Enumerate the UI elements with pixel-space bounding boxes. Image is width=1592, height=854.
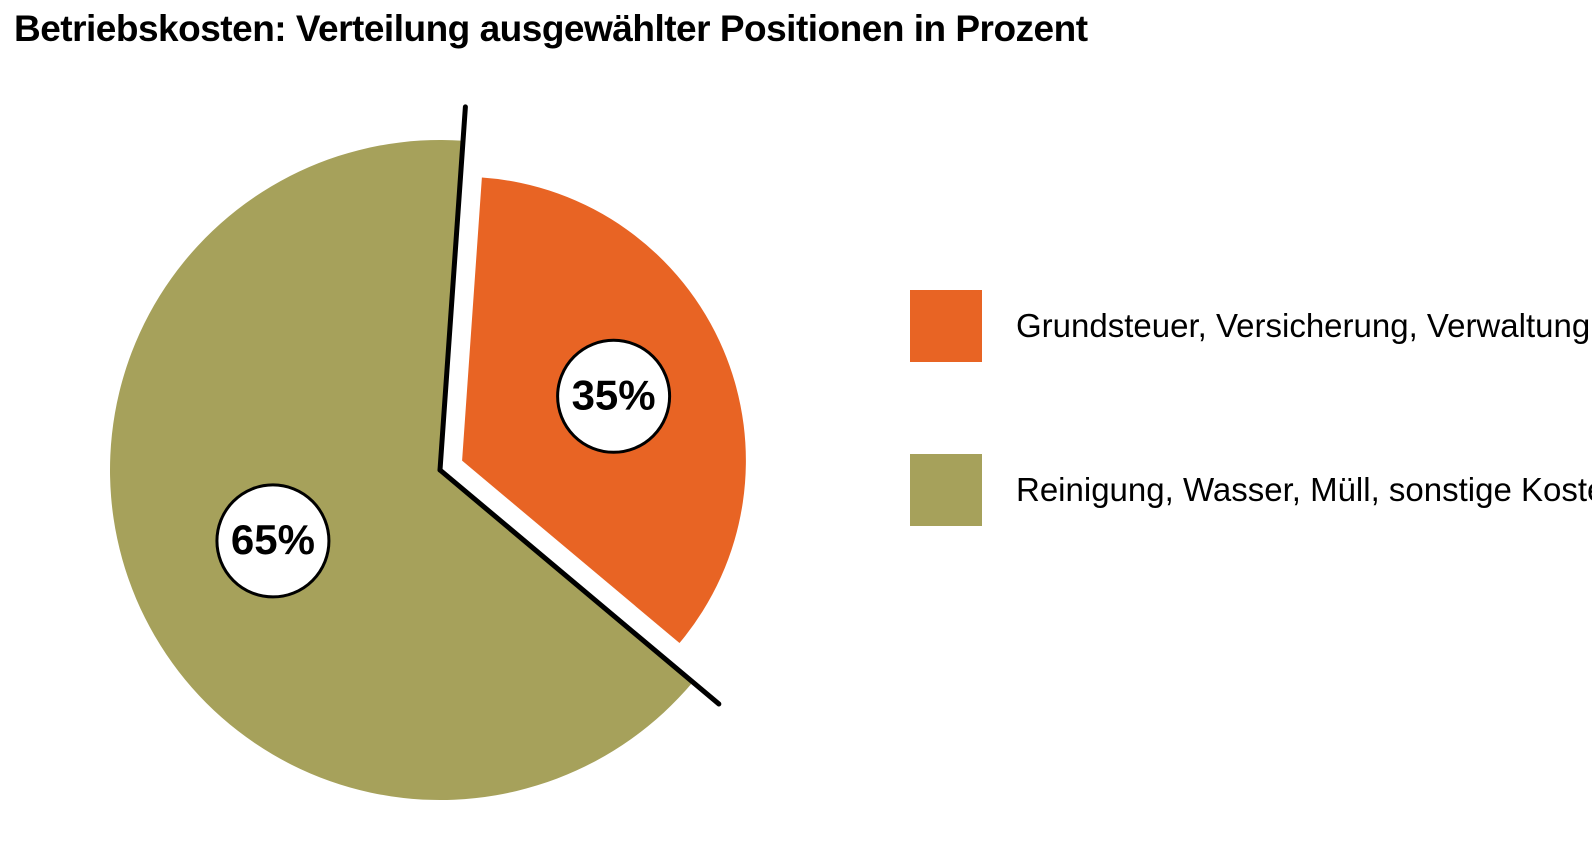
legend-item-a: Grundsteuer, Versicherung, Verwaltung xyxy=(910,290,1592,362)
legend: Grundsteuer, Versicherung, Verwaltung Re… xyxy=(910,290,1592,526)
pct-label-b: 65% xyxy=(231,516,315,563)
pct-label-a: 35% xyxy=(572,371,656,418)
chart-title: Betriebskosten: Verteilung ausgewählter … xyxy=(14,8,1088,50)
legend-label-a: Grundsteuer, Versicherung, Verwaltung xyxy=(1016,307,1590,345)
legend-item-b: Reinigung, Wasser, Müll, sonstige Kosten xyxy=(910,454,1592,526)
pie-chart: 35% 65% xyxy=(60,70,820,850)
legend-swatch-a xyxy=(910,290,982,362)
legend-label-b: Reinigung, Wasser, Müll, sonstige Kosten xyxy=(1016,471,1592,509)
legend-swatch-b xyxy=(910,454,982,526)
